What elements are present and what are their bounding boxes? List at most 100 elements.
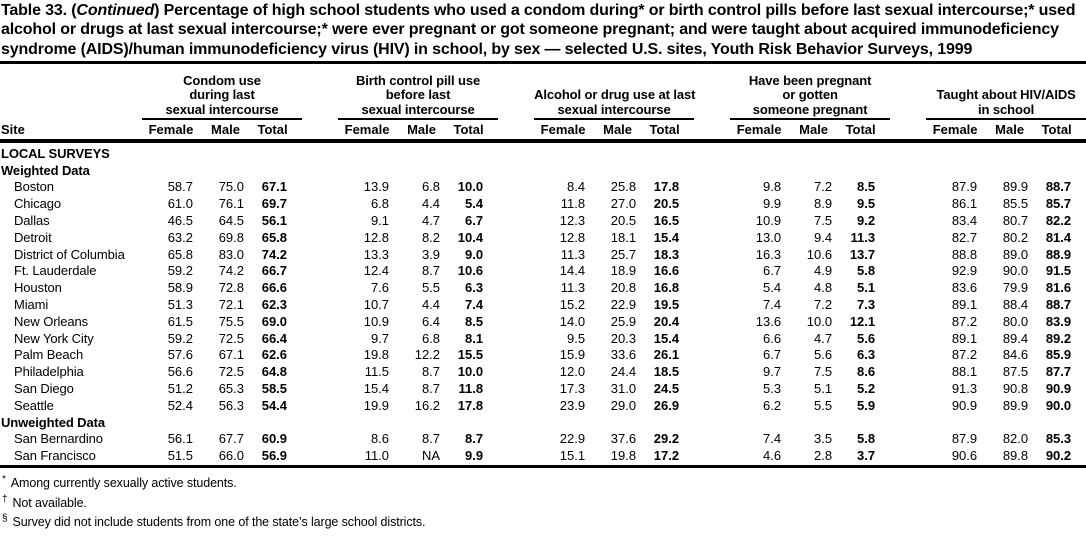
value-cell: 66.7 [261,263,288,279]
column-gap [694,381,730,398]
value-cell: 26.9 [653,397,680,413]
value-cell: 9.5 [566,330,586,346]
value-cell: 6.4 [421,313,441,329]
section-label: Weighted Data [1,162,90,178]
site-cell: Dallas [14,213,50,229]
value-cell: 82.7 [951,229,978,245]
column-gap [694,297,730,314]
column-gap [694,398,730,415]
column-gap [302,247,338,264]
table-title-part1: Table 33. ( [1,2,77,19]
value-cell: 61.0 [167,196,193,212]
group-header-line: Taught about HIV/AIDS [936,87,1076,103]
subcol-header-total: Total [643,118,695,143]
value-cell: 5.1 [814,380,833,396]
value-cell: 8.7 [421,364,441,380]
column-gap [498,331,534,348]
value-cell: 87.5 [1002,364,1029,380]
value-cell: 4.4 [421,297,441,312]
value-cell: 20.3 [610,330,637,346]
column-gap [302,448,339,468]
value-cell: 11.8 [560,196,586,212]
value-cell: 20.5 [610,213,637,229]
value-cell: 59.2 [167,330,193,346]
column-gap [302,314,338,331]
column-gap [890,213,926,230]
group-header-line: or gotten [782,87,838,103]
value-cell: 3.5 [814,431,833,447]
value-cell: 72.5 [218,330,244,346]
value-cell: 7.4 [464,297,484,312]
value-cell: 51.2 [167,380,193,396]
value-cell: 51.5 [142,448,200,468]
site-cell: San Diego [14,380,74,396]
column-gap [498,448,535,468]
column-gap [890,331,926,348]
value-cell: 8.1 [464,330,484,346]
value-cell: 11.5 [364,364,390,380]
column-gap [302,431,338,448]
value-cell: 12.2 [414,347,441,363]
value-cell: 11.0 [338,448,397,468]
table-row: New Orleans 61.5 75.5 69.0 10.9 6.4 8.5 14.0 25.… [0,314,1086,331]
value-cell: 19.8 [592,448,644,468]
value-cell: 6.3 [464,280,484,296]
value-cell: 26.1 [653,347,680,363]
value-cell: 4.6 [730,448,789,468]
value-cell: 89.8 [984,448,1036,468]
value-cell: 54.4 [261,397,288,413]
value-cell: 15.4 [653,229,680,245]
column-gap [498,398,534,415]
value-cell: 14.4 [559,263,586,279]
value-cell: 87.2 [951,347,978,363]
value-cell: 15.9 [559,347,586,363]
value-cell: 9.7 [763,364,782,380]
value-cell: 91.3 [951,380,978,396]
value-cell: 3.7 [839,448,891,468]
value-cell: 9.0 [464,246,484,262]
site-cell: Seattle [14,397,54,413]
value-cell: 69.0 [261,313,288,329]
value-cell: 72.1 [218,297,244,312]
value-cell: 16.3 [755,246,782,262]
value-cell: 75.0 [218,179,244,195]
value-cell: 17.2 [643,448,695,468]
value-cell: 7.3 [857,297,876,312]
group-header-line: sexual intercourse [557,101,671,117]
value-cell: 25.8 [610,179,637,195]
column-gap [498,297,534,314]
subcol-header-male: Male [984,118,1036,143]
site-cell: Houston [14,280,62,296]
value-cell: 17.8 [653,179,680,195]
value-cell: 90.6 [926,448,985,468]
value-cell: 90.2 [1035,448,1086,468]
value-cell: 9.8 [763,179,782,195]
value-cell: 56.1 [261,213,288,229]
value-cell: 4.7 [421,213,441,229]
value-cell: 89.9 [1002,397,1029,413]
value-cell: 9.9 [763,196,782,212]
table-row: District of Columbia 65.8 83.0 74.2 13.3 3.9 9… [0,247,1086,264]
group-header-line: sexual intercourse [361,101,475,117]
value-cell: 20.5 [653,196,680,212]
value-cell: 11.3 [850,229,876,245]
section-label: Unweighted Data [1,414,105,430]
column-gap [890,381,926,398]
value-cell: 88.7 [1045,179,1072,195]
value-cell: 8.2 [421,229,441,245]
value-cell: 7.2 [814,297,833,312]
group-header-line: during last [189,87,255,103]
site-cell: Palm Beach [14,347,84,363]
footnote-text: Among currently sexually active students… [10,476,237,491]
group-header-row: Site Condom use during last sexual intercou… [0,64,1086,143]
value-cell: 6.7 [763,347,782,363]
column-gap [498,196,534,213]
value-cell: 69.8 [218,229,244,245]
column-gap [890,179,926,196]
value-cell: 16.6 [653,263,680,279]
value-cell: 6.2 [763,397,782,413]
column-gap [890,297,926,314]
value-cell: 2.8 [788,448,840,468]
site-cell: Chicago [14,196,61,212]
